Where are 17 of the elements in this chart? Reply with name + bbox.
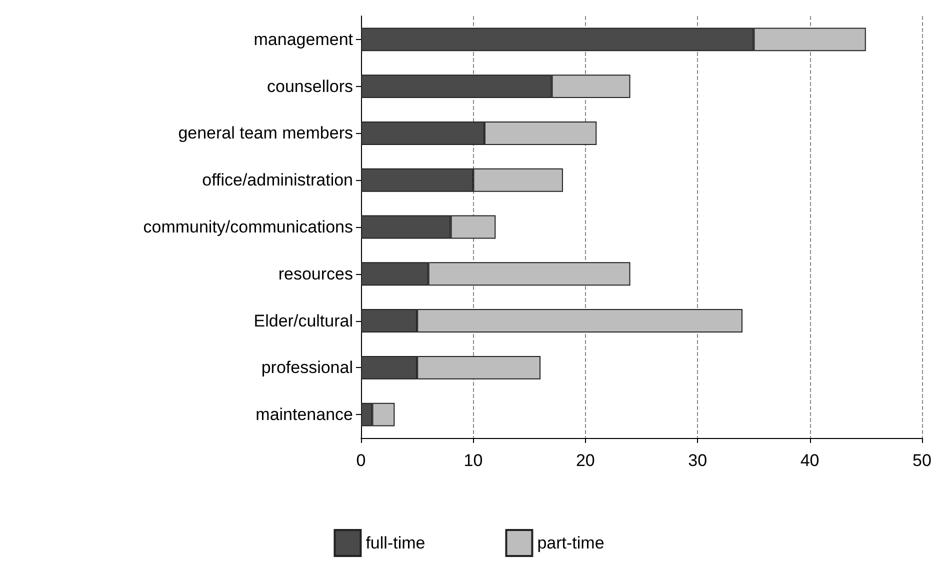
x-tick-label: 40 — [800, 451, 820, 470]
x-tick-label: 50 — [912, 451, 932, 470]
y-tick-label: resources — [278, 264, 353, 284]
legend-label: part-time — [537, 534, 604, 552]
y-tick-label: maintenance — [256, 405, 353, 424]
y-tick-label: Elder/cultural — [254, 311, 353, 330]
x-tick-label: 20 — [576, 451, 595, 470]
x-tick-label: 10 — [464, 451, 483, 470]
legend-label: full-time — [366, 534, 426, 552]
y-tick-label: general team members — [178, 124, 353, 143]
y-tick-label: professional — [261, 358, 353, 378]
y-tick-label: office/administration — [202, 170, 353, 190]
x-tick-label: 0 — [356, 451, 366, 470]
y-tick-label: counsellors — [267, 76, 353, 96]
y-tick-label: community/communications — [143, 218, 353, 236]
y-tick-label: management — [254, 30, 354, 49]
x-tick-label: 30 — [688, 451, 708, 470]
